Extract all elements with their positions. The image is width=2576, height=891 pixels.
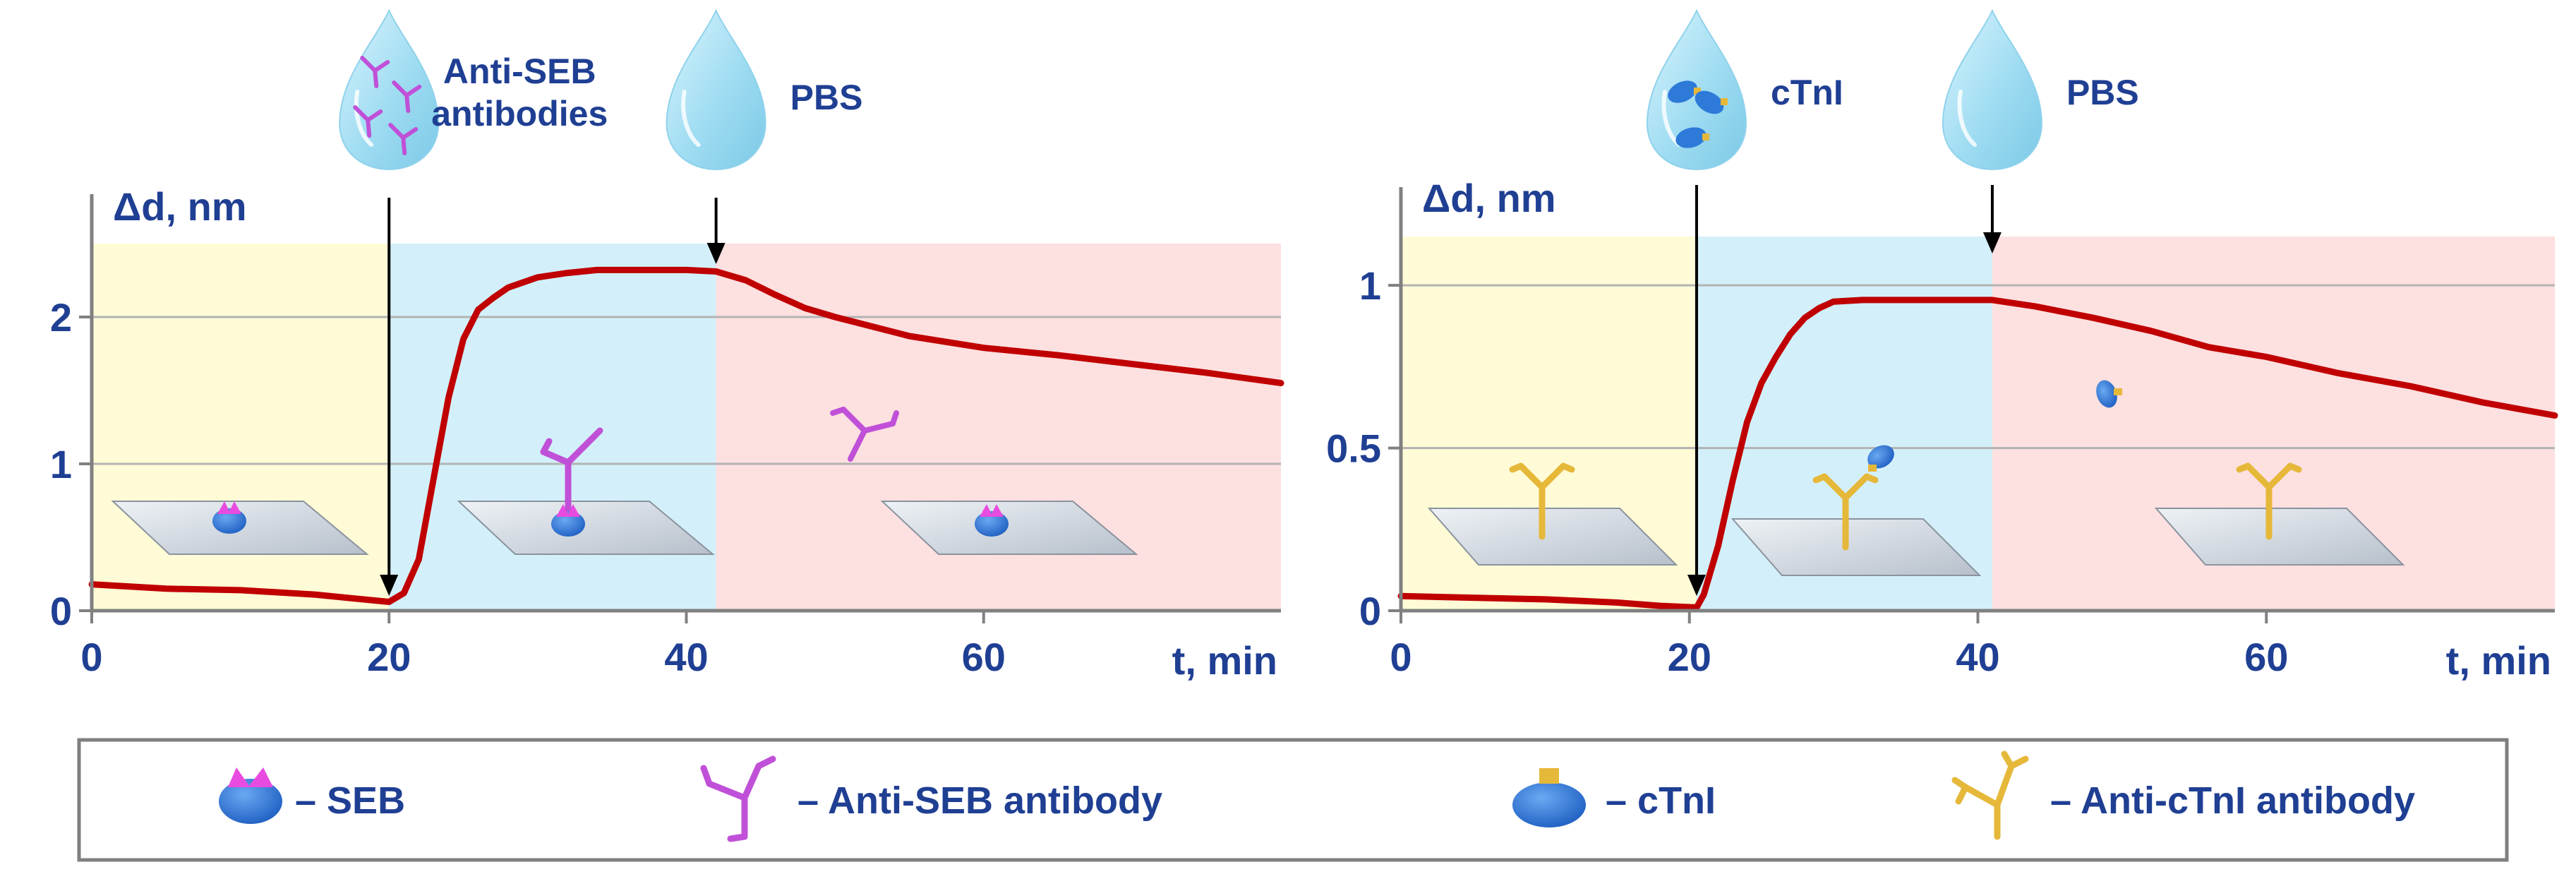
surface-illustrations	[111, 407, 1138, 555]
legend-anti-seb-antibody-symbol	[700, 755, 776, 842]
injection-label-line: Anti-SEB	[443, 52, 596, 91]
phase-band-1	[389, 244, 716, 611]
y-tick-label-1: 0.5	[1326, 426, 1381, 471]
phase-band-2	[716, 244, 1281, 611]
gridlines	[92, 316, 1281, 465]
legend-anti-ctni-antibody-symbol	[1951, 751, 2029, 840]
ctni-bound-surface-illustration	[1731, 445, 1982, 576]
legend-anti-ctni-antibody-label: – Anti-cTnI antibody	[2050, 779, 2415, 822]
legend-ctni-label: – cTnI	[1606, 779, 1716, 822]
injection-label-line: PBS	[2066, 73, 2139, 112]
injection-marker-1: PBS	[666, 8, 863, 264]
droplet-icon	[1942, 8, 2042, 171]
droplet-icon	[666, 8, 766, 171]
ctni-dissociated-surface-illustration	[2154, 462, 2405, 566]
injection-label-line: cTnI	[1771, 73, 1843, 112]
x-tick-label-3: 60	[2244, 635, 2288, 679]
x-axis-title: t, min	[1172, 638, 1277, 683]
y-tick-label-2: 2	[50, 295, 72, 340]
free-anti-seb-antibody	[830, 407, 899, 462]
injection-arrowhead	[1687, 575, 1706, 596]
x-tick-label-3: 60	[962, 635, 1006, 679]
phase-backgrounds	[92, 244, 1281, 611]
chart-ctni: 0 0.5 1 0 20 40 60 Δd, nm t, min cTnI PBS	[1326, 8, 2558, 683]
seb-dissociated-surface-illustration	[880, 501, 1138, 555]
y-tick-label-0: 0	[50, 589, 72, 633]
ctni-antibody-surface-illustration	[1427, 462, 1678, 566]
injection-label-line: antibodies	[431, 94, 608, 133]
droplet-icon	[339, 8, 440, 171]
x-tick-label-0: 0	[1390, 635, 1412, 679]
y-tick-label-1: 1	[50, 442, 72, 486]
legend-seb-symbol	[219, 767, 282, 824]
injection-arrowhead	[706, 243, 726, 264]
x-axis-title: t, min	[2446, 638, 2551, 683]
legend-anti-seb-antibody-label: – Anti-SEB antibody	[798, 779, 1162, 822]
series-layer	[1397, 297, 2558, 611]
x-tick-label-2: 40	[664, 635, 708, 679]
x-tick-label-0: 0	[80, 635, 102, 679]
y-tick-label-2: 1	[1359, 263, 1381, 308]
injection-markers: cTnI PBS	[1646, 8, 2139, 596]
x-tick-label-1: 20	[1668, 635, 1711, 679]
y-axis-title: Δd, nm	[1422, 176, 1556, 220]
y-tick-label-0: 0	[1359, 589, 1381, 633]
injection-marker-1: PBS	[1942, 8, 2139, 253]
droplet-icon	[1646, 8, 1747, 171]
phase-band-0	[92, 244, 390, 611]
injection-arrowhead	[1982, 232, 2002, 253]
free-ctni	[2096, 380, 2122, 408]
seb-surface-illustration	[111, 501, 369, 555]
injection-marker-0: cTnI	[1646, 8, 1843, 596]
injection-label-line: PBS	[790, 78, 863, 117]
surface-illustrations	[1427, 380, 2405, 576]
legend: – SEB – Anti-SEB antibody – cTnI – Anti-…	[77, 738, 2509, 862]
legend-ctni-symbol	[1512, 768, 1586, 827]
gridlines	[1401, 284, 2555, 450]
legend-box	[77, 738, 2509, 862]
series-line-0	[1397, 297, 2558, 611]
x-tick-label-1: 20	[367, 635, 411, 679]
series-layer	[88, 266, 1284, 605]
y-axis-title: Δd, nm	[113, 184, 247, 229]
x-tick-label-2: 40	[1956, 635, 1999, 679]
seb-antibody-surface-illustration	[457, 427, 715, 555]
series-line-0	[88, 266, 1284, 605]
injection-arrowhead	[380, 575, 399, 596]
legend-seb-label: – SEB	[295, 779, 405, 822]
axes: 0 0.5 1 0 20 40 60 Δd, nm t, min	[1326, 176, 2555, 683]
